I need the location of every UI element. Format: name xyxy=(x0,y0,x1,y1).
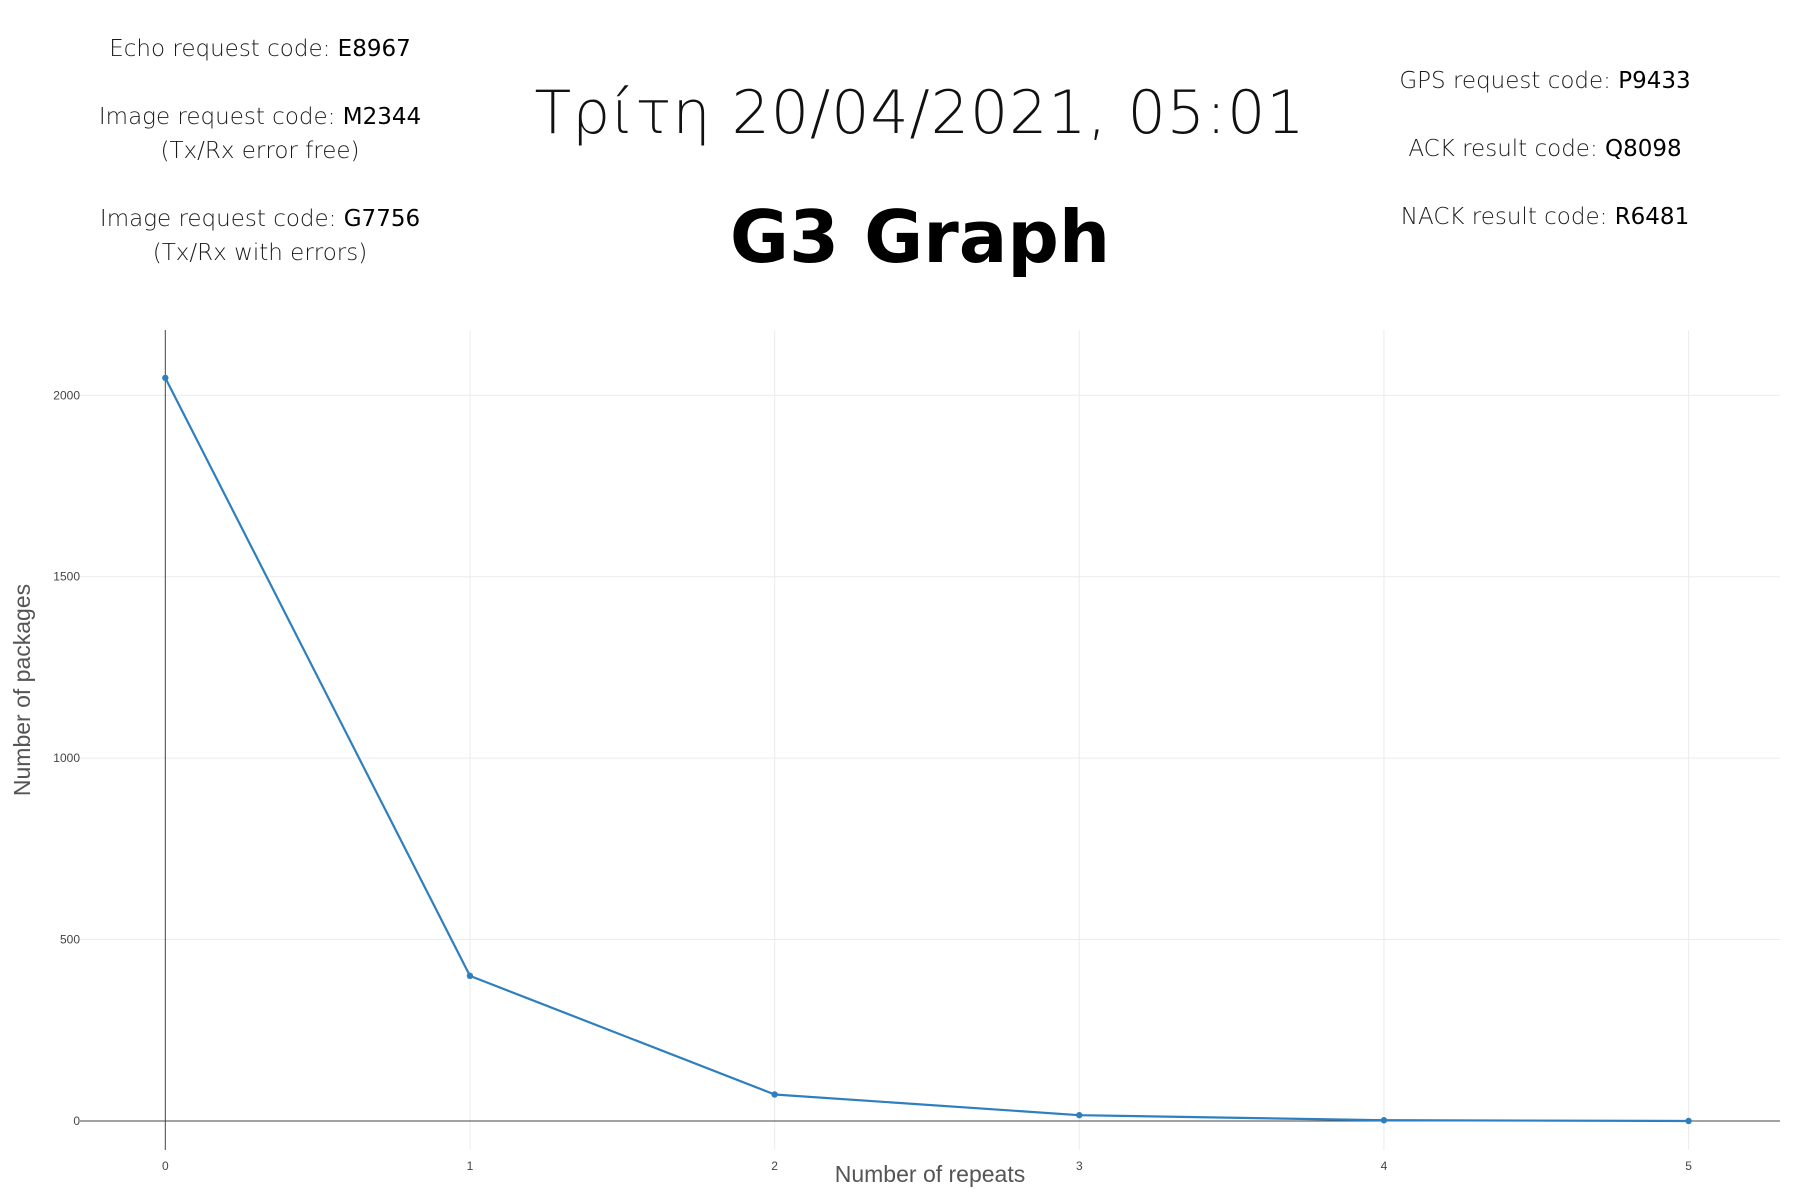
axis-layer xyxy=(80,330,1780,1150)
series-layer xyxy=(162,375,1692,1124)
x-tick-label: 5 xyxy=(1685,1159,1692,1173)
data-point[interactable] xyxy=(1076,1112,1082,1118)
data-point[interactable] xyxy=(467,973,473,979)
data-point[interactable] xyxy=(771,1091,777,1097)
x-tick-label: 0 xyxy=(162,1159,169,1173)
data-point[interactable] xyxy=(1685,1118,1691,1124)
x-axis-title: Number of repeats xyxy=(835,1161,1025,1187)
y-tick-label: 500 xyxy=(60,933,80,947)
y-tick-label: 0 xyxy=(73,1114,80,1128)
x-tick-label: 3 xyxy=(1076,1159,1083,1173)
y-axis-title: Number of packages xyxy=(9,584,35,796)
y-tick-label: 1500 xyxy=(53,570,80,584)
x-tick-label: 4 xyxy=(1381,1159,1388,1173)
data-point[interactable] xyxy=(162,375,168,381)
x-tick-label: 2 xyxy=(771,1159,778,1173)
y-tick-label: 1000 xyxy=(53,751,80,765)
series-line xyxy=(165,378,1688,1121)
grid-layer xyxy=(80,330,1780,1150)
y-tick-label: 2000 xyxy=(53,388,80,402)
tick-label-layer: 0 1 2 3 4 5 0 500 1000 1500 2000 xyxy=(53,388,1692,1173)
x-tick-label: 1 xyxy=(467,1159,474,1173)
data-point[interactable] xyxy=(1381,1117,1387,1123)
